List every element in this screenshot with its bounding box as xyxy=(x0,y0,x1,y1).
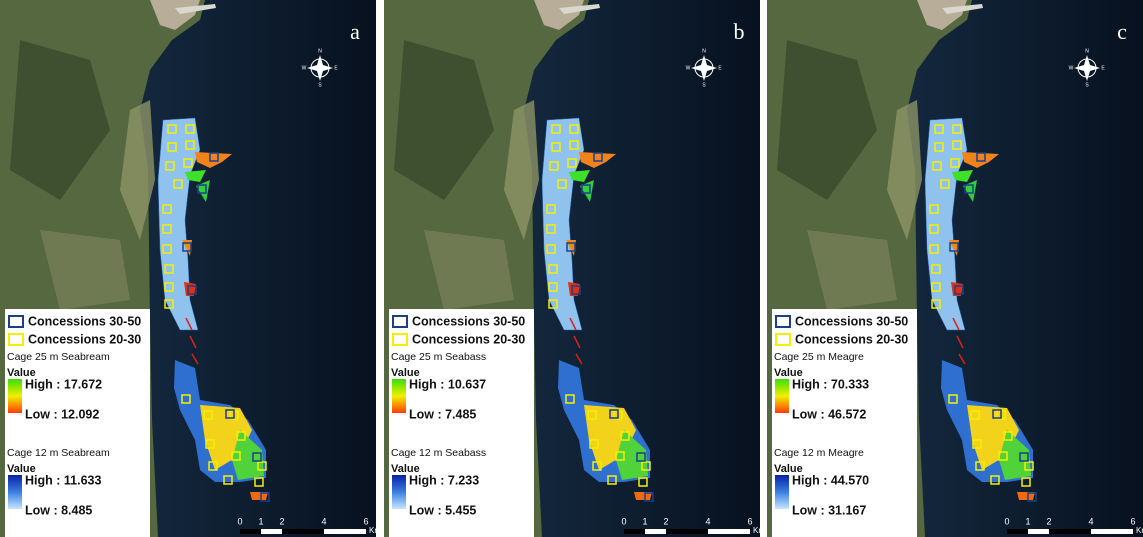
legend: Concessions 30-50 Concessions 20-30 Cage 2… xyxy=(772,309,917,537)
scale-tick-label: 6 xyxy=(363,516,368,526)
legend-high: High : 44.570 xyxy=(792,473,869,487)
legend-low: Low : 8.485 xyxy=(25,503,92,517)
panel-label: c xyxy=(1117,19,1127,44)
scale-segment xyxy=(1028,529,1049,534)
scale-segment xyxy=(240,529,261,534)
legend-group-title: Cage 25 m Seabass xyxy=(391,351,486,363)
legend-ramp xyxy=(8,379,22,413)
legend-low: Low : 46.572 xyxy=(792,407,866,421)
legend-ramp xyxy=(392,379,406,413)
scale-tick-label: 1 xyxy=(642,516,647,526)
legend-ramp xyxy=(392,475,406,509)
compass-n: N xyxy=(702,48,706,54)
scale-segment xyxy=(324,529,366,534)
legend-group-title: Cage 25 m Seabream xyxy=(7,351,110,363)
legend-high: High : 10.637 xyxy=(409,377,486,391)
map-panel: NSEWa01246KmConcessions 30-50Concessions… xyxy=(0,0,381,537)
scale-tick-label: 0 xyxy=(621,516,626,526)
legend-high: High : 11.633 xyxy=(25,473,101,487)
scale-tick-label: 6 xyxy=(1130,516,1135,526)
legend-group-title: Cage 12 m Seabass xyxy=(391,447,486,459)
scale-tick-label: 6 xyxy=(747,516,752,526)
scale-segment xyxy=(666,529,708,534)
scale-tick-label: 2 xyxy=(1046,516,1051,526)
scale-unit: Km xyxy=(753,526,765,535)
map-body: NSEWb01246KmConcessions 30-50Concessions… xyxy=(384,0,765,537)
scale-segment xyxy=(261,529,282,534)
scale-tick-label: 1 xyxy=(258,516,263,526)
compass-w: W xyxy=(302,65,307,71)
legend-group-title: Cage 25 m Meagre xyxy=(774,351,864,363)
map-body: NSEWc01246KmConcessions 30-50Concessions… xyxy=(767,0,1143,537)
legend-group-title: Cage 12 m Seabream xyxy=(7,447,110,459)
legend-label: Concessions 20-30 xyxy=(412,332,525,346)
map-panel: NSEWc01246KmConcessions 30-50Concessions… xyxy=(767,0,1143,537)
figure: NSEWa01246KmConcessions 30-50Concessions… xyxy=(0,0,1143,537)
legend-ramp xyxy=(775,475,789,509)
scale-tick-label: 4 xyxy=(705,516,710,526)
panel-label: a xyxy=(350,19,360,44)
legend-high: High : 70.333 xyxy=(792,377,869,391)
legend-group-title: Cage 12 m Meagre xyxy=(774,447,864,459)
legend: Concessions 30-50 Concessions 20-30 Cage 2… xyxy=(5,309,150,537)
scale-unit: Km xyxy=(369,526,381,535)
legend-low: Low : 31.167 xyxy=(792,503,866,517)
legend-label: Concessions 30-50 xyxy=(795,314,908,328)
scale-segment xyxy=(1049,529,1091,534)
map-panel: NSEWb01246KmConcessions 30-50Concessions… xyxy=(384,0,765,537)
legend-ramp xyxy=(8,475,22,509)
map-body: NSEWa01246KmConcessions 30-50Concessions… xyxy=(0,0,381,537)
scale-tick-label: 4 xyxy=(1088,516,1093,526)
scale-tick-label: 2 xyxy=(279,516,284,526)
legend-label: Concessions 20-30 xyxy=(28,332,141,346)
legend-low: Low : 12.092 xyxy=(25,407,99,421)
scale-segment xyxy=(708,529,750,534)
compass-w: W xyxy=(686,65,691,71)
compass-w: W xyxy=(1069,65,1074,71)
scale-tick-label: 4 xyxy=(321,516,326,526)
legend-label: Concessions 30-50 xyxy=(28,314,141,328)
legend-high: High : 17.672 xyxy=(25,377,102,391)
scale-segment xyxy=(282,529,324,534)
scale-segment xyxy=(645,529,666,534)
legend-ramp xyxy=(775,379,789,413)
scale-tick-label: 1 xyxy=(1025,516,1030,526)
legend: Concessions 30-50 Concessions 20-30 Cage 2… xyxy=(389,309,534,537)
scale-segment xyxy=(624,529,645,534)
scale-unit: Km xyxy=(1136,526,1143,535)
scale-tick-label: 0 xyxy=(1004,516,1009,526)
scale-tick-label: 2 xyxy=(663,516,668,526)
panel-label: b xyxy=(734,19,745,44)
scale-segment xyxy=(1007,529,1028,534)
legend-high: High : 7.233 xyxy=(409,473,479,487)
scale-segment xyxy=(1091,529,1133,534)
compass-n: N xyxy=(1085,48,1089,54)
scale-tick-label: 0 xyxy=(237,516,242,526)
legend-label: Concessions 30-50 xyxy=(412,314,525,328)
compass-n: N xyxy=(318,48,322,54)
legend-label: Concessions 20-30 xyxy=(795,332,908,346)
legend-low: Low : 5.455 xyxy=(409,503,476,517)
legend-low: Low : 7.485 xyxy=(409,407,476,421)
